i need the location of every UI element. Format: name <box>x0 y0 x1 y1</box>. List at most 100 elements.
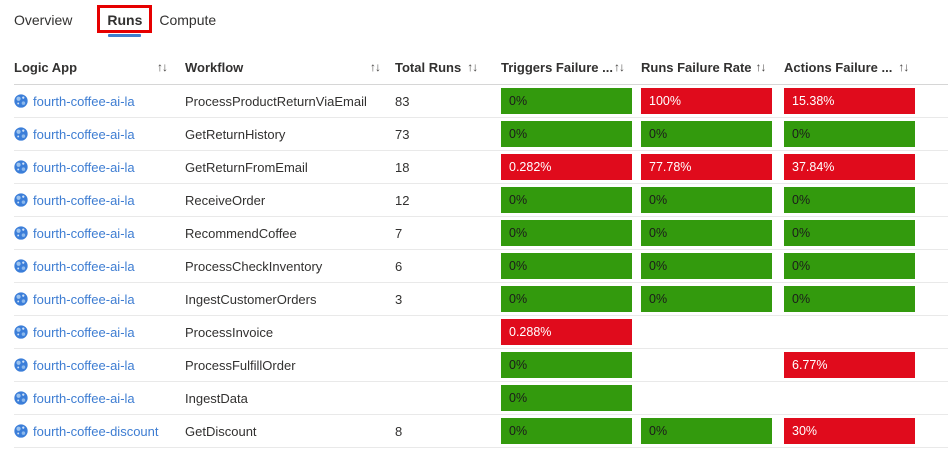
tab-compute[interactable]: Compute <box>159 10 216 30</box>
logic-app-cell: fourth-coffee-discount <box>14 424 185 439</box>
logic-app-link[interactable]: fourth-coffee-ai-la <box>33 192 135 208</box>
column-header-runs-failure-rate[interactable]: Runs Failure Rate ↑↓ <box>641 60 784 75</box>
triggers-failure-rate-cell: 0% <box>501 418 641 444</box>
tab-runs[interactable]: Runs <box>97 5 153 37</box>
column-header-label: Actions Failure ... <box>784 59 893 75</box>
actions-failure-bar: 0% <box>784 220 915 246</box>
column-header-label: Logic App <box>14 59 78 75</box>
actions-failure-bar: 0% <box>784 253 915 279</box>
logic-app-cell: fourth-coffee-ai-la <box>14 193 185 208</box>
column-header-workflow[interactable]: Workflow ↑↓ <box>185 60 395 75</box>
triggers-failure-rate-cell: 0.282% <box>501 154 641 180</box>
runs-failure-bar: 0% <box>641 121 772 147</box>
table-row: fourth-coffee-ai-la ProcessCheckInventor… <box>14 250 948 283</box>
column-header-triggers-failure-rate[interactable]: Triggers Failure ... ↑↓ <box>501 60 641 75</box>
column-header-label: Triggers Failure ... <box>501 59 613 75</box>
workflow-cell: ProcessCheckInventory <box>185 258 323 274</box>
runs-failure-bar: 0% <box>641 220 772 246</box>
actions-failure-rate-cell: 6.77% <box>784 352 948 378</box>
actions-failure-bar: 0% <box>784 121 915 147</box>
triggers-failure-bar: 0% <box>501 220 632 246</box>
table-row: fourth-coffee-ai-la GetReturnFromEmail 1… <box>14 151 948 184</box>
total-runs-cell: 3 <box>395 291 403 307</box>
triggers-failure-bar: 0% <box>501 418 632 444</box>
logic-app-link[interactable]: fourth-coffee-ai-la <box>33 126 135 142</box>
workflow-cell: ProcessInvoice <box>185 324 274 340</box>
logic-app-icon <box>14 391 28 405</box>
triggers-failure-bar: 0% <box>501 352 632 378</box>
workflow-cell: ReceiveOrder <box>185 192 266 208</box>
table-row: fourth-coffee-ai-la ProcessFulfillOrder … <box>14 349 948 382</box>
logic-app-link[interactable]: fourth-coffee-ai-la <box>33 258 135 274</box>
triggers-failure-rate-cell: 0% <box>501 385 641 411</box>
runs-failure-rate-cell: 0% <box>641 253 784 279</box>
actions-failure-bar: 30% <box>784 418 915 444</box>
total-runs-cell: 18 <box>395 159 410 175</box>
runs-failure-bar: 77.78% <box>641 154 772 180</box>
sort-icon[interactable]: ↑↓ <box>755 60 767 74</box>
selected-tab-underline <box>108 34 142 37</box>
triggers-failure-rate-cell: 0% <box>501 253 641 279</box>
total-runs-cell: 12 <box>395 192 410 208</box>
column-header-actions-failure-rate[interactable]: Actions Failure ... ↑↓ <box>784 60 948 75</box>
triggers-failure-rate-cell: 0% <box>501 88 641 114</box>
logic-app-icon <box>14 127 28 141</box>
logic-app-cell: fourth-coffee-ai-la <box>14 358 185 373</box>
workflow-cell: GetDiscount <box>185 423 257 439</box>
logic-app-icon <box>14 193 28 207</box>
sort-icon[interactable]: ↑↓ <box>370 60 381 74</box>
table-row: fourth-coffee-ai-la RecommendCoffee 7 0%… <box>14 217 948 250</box>
logic-app-link[interactable]: fourth-coffee-discount <box>33 423 159 439</box>
actions-failure-rate-cell: 0% <box>784 220 948 246</box>
runs-failure-rate-cell: 0% <box>641 187 784 213</box>
logic-app-link[interactable]: fourth-coffee-ai-la <box>33 225 135 241</box>
logic-app-link[interactable]: fourth-coffee-ai-la <box>33 159 135 175</box>
triggers-failure-bar: 0% <box>501 286 632 312</box>
logic-app-link[interactable]: fourth-coffee-ai-la <box>33 390 135 406</box>
table-row: fourth-coffee-ai-la IngestData 0% <box>14 382 948 415</box>
runs-table: Logic App ↑↓ Workflow ↑↓ Total Runs ↑↓ T… <box>14 50 948 448</box>
actions-failure-rate-cell: 0% <box>784 121 948 147</box>
column-header-total-runs[interactable]: Total Runs ↑↓ <box>395 60 501 75</box>
triggers-failure-bar: 0% <box>501 88 632 114</box>
triggers-failure-bar: 0% <box>501 121 632 147</box>
actions-failure-rate-cell: 0% <box>784 253 948 279</box>
logic-app-link[interactable]: fourth-coffee-ai-la <box>33 291 135 307</box>
workflow-cell: ProcessFulfillOrder <box>185 357 296 373</box>
logic-app-link[interactable]: fourth-coffee-ai-la <box>33 93 135 109</box>
total-runs-cell: 83 <box>395 93 410 109</box>
table-row: fourth-coffee-ai-la ReceiveOrder 12 0% 0… <box>14 184 948 217</box>
logic-app-cell: fourth-coffee-ai-la <box>14 259 185 274</box>
runs-failure-rate-cell: 0% <box>641 220 784 246</box>
logic-app-link[interactable]: fourth-coffee-ai-la <box>33 324 135 340</box>
workflow-cell: IngestCustomerOrders <box>185 291 317 307</box>
runs-failure-rate-cell: 0% <box>641 121 784 147</box>
sort-icon[interactable]: ↑↓ <box>467 60 478 74</box>
table-header: Logic App ↑↓ Workflow ↑↓ Total Runs ↑↓ T… <box>14 50 948 85</box>
runs-failure-bar: 0% <box>641 286 772 312</box>
table-row: fourth-coffee-ai-la ProcessProductReturn… <box>14 85 948 118</box>
column-header-logic-app[interactable]: Logic App ↑↓ <box>14 60 185 75</box>
logic-app-icon <box>14 94 28 108</box>
triggers-failure-bar: 0% <box>501 385 632 411</box>
triggers-failure-bar: 0% <box>501 253 632 279</box>
logic-app-icon <box>14 358 28 372</box>
logic-app-cell: fourth-coffee-ai-la <box>14 127 185 142</box>
triggers-failure-rate-cell: 0.288% <box>501 319 641 345</box>
logic-app-link[interactable]: fourth-coffee-ai-la <box>33 357 135 373</box>
triggers-failure-bar: 0.282% <box>501 154 632 180</box>
triggers-failure-rate-cell: 0% <box>501 121 641 147</box>
sort-icon[interactable]: ↑↓ <box>157 60 168 74</box>
actions-failure-rate-cell: 30% <box>784 418 948 444</box>
logic-app-icon <box>14 160 28 174</box>
logic-app-icon <box>14 424 28 438</box>
workflow-cell: ProcessProductReturnViaEmail <box>185 93 367 109</box>
runs-failure-bar: 0% <box>641 253 772 279</box>
sort-icon[interactable]: ↑↓ <box>613 60 625 74</box>
sort-icon[interactable]: ↑↓ <box>898 60 909 74</box>
tab-overview[interactable]: Overview <box>14 10 72 30</box>
workflow-cell: RecommendCoffee <box>185 225 297 241</box>
logic-app-icon <box>14 292 28 306</box>
tab-overview-label: Overview <box>14 12 73 28</box>
